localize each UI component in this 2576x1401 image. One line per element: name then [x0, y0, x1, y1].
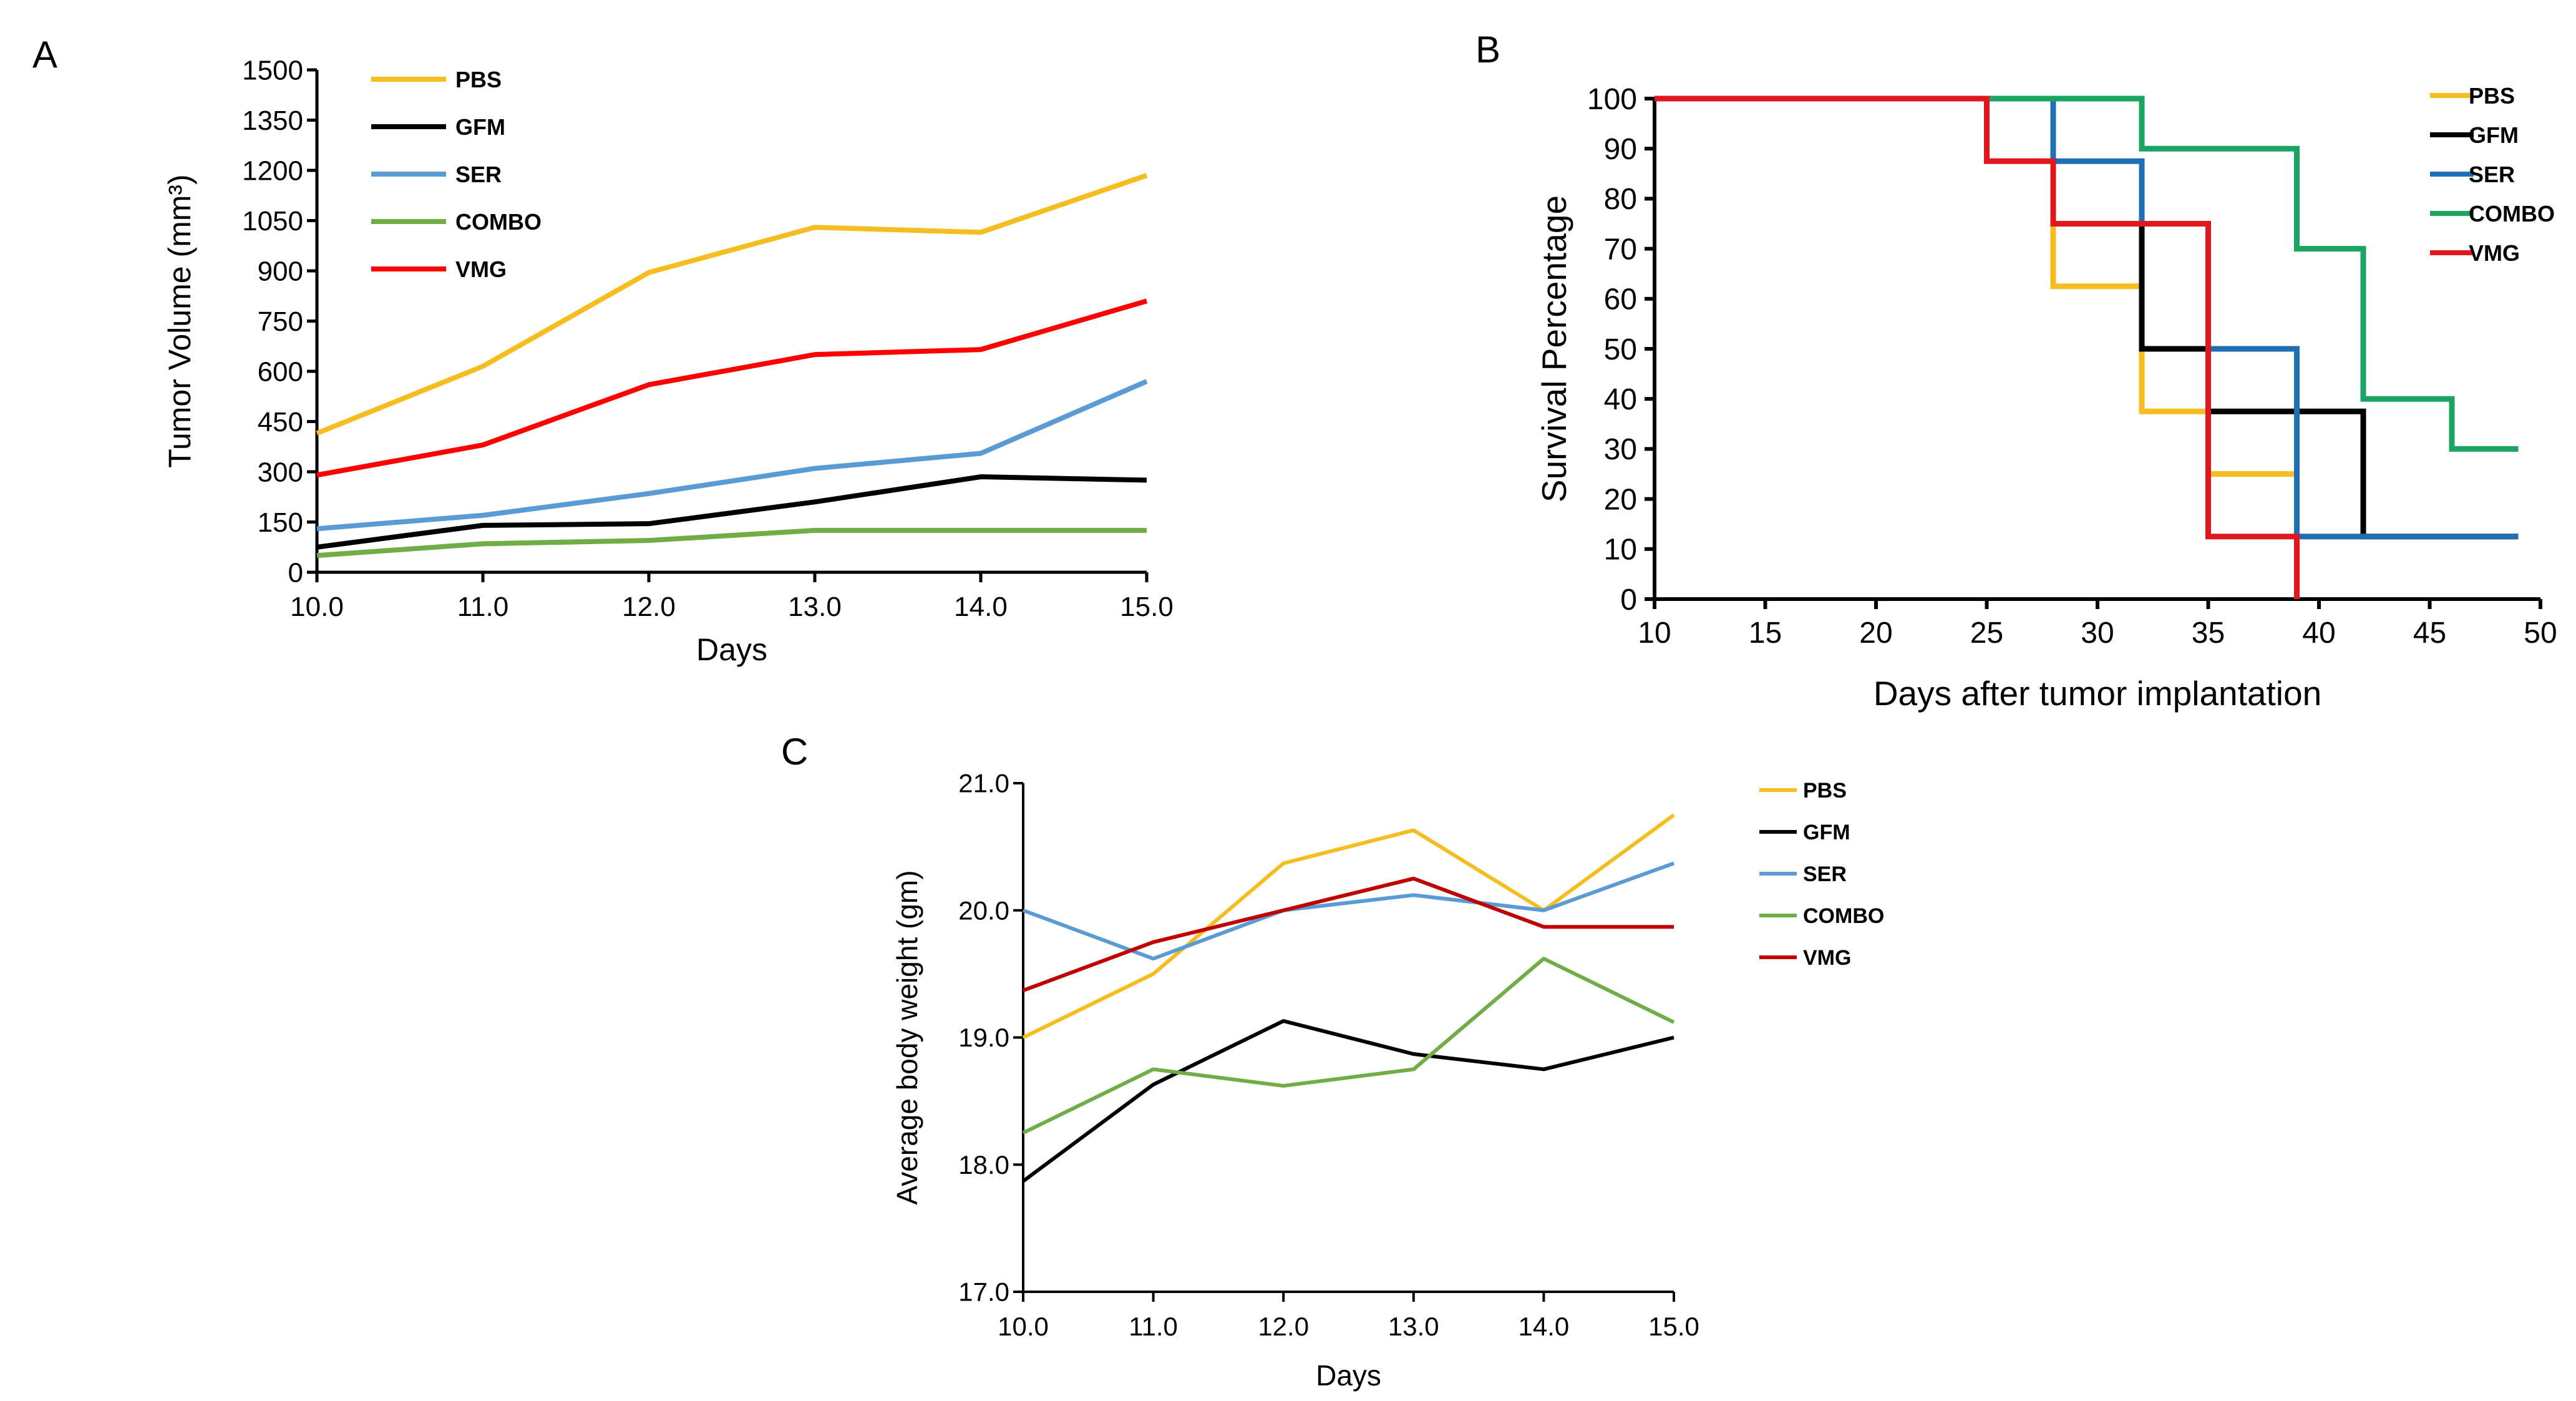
chart-root: A0150300450600750900105012001350150010.0…	[32, 29, 2557, 1392]
y-tick-label: 300	[258, 457, 303, 487]
series-line-combo	[316, 527, 1147, 559]
x-tick-label: 50	[2524, 617, 2557, 650]
y-tick-label: 18.0	[958, 1150, 1009, 1179]
panel-c: C 17.0 18.0 19.0 20.0 21.0 10.0 11.0 12.0 13.0 14.…	[781, 731, 1884, 1392]
x-tick-label: 14.0	[954, 592, 1008, 622]
legend-label-combo: COMBO	[1803, 904, 1884, 928]
y-tick-label: 1350	[242, 105, 303, 136]
y-tick-label: 1050	[242, 206, 303, 237]
series-line-ser	[1655, 95, 2519, 540]
x-tick-label: 15	[1749, 617, 1782, 650]
x-tick-label: 13.0	[788, 592, 842, 622]
legend-label-gfm: GFM	[2469, 122, 2519, 148]
legend-label-combo: COMBO	[2469, 201, 2555, 227]
legend-label-vmg: VMG	[1803, 946, 1851, 970]
x-tick-label: 15.0	[1120, 592, 1174, 622]
series-line-vmg	[316, 298, 1148, 478]
series-line-gfm	[1655, 95, 2519, 540]
panel-letter: A	[32, 34, 57, 76]
x-tick-label: 25	[1970, 617, 2003, 650]
series-line-combo	[1655, 95, 2519, 452]
y-axis-label: Average body weight (gm)	[891, 870, 923, 1204]
x-tick-label: 10.0	[290, 592, 344, 622]
y-tick-label: 21.0	[958, 769, 1009, 798]
y-tick-label: 1500	[242, 55, 303, 85]
y-tick-label: 20.0	[958, 896, 1009, 925]
x-axis-label: Days	[1316, 1359, 1381, 1392]
y-tick-label: 100	[1587, 83, 1637, 116]
y-tick-label: 20	[1604, 483, 1637, 516]
legend-label-pbs: PBS	[455, 67, 502, 92]
x-axis-label: Days after tumor implantation	[1874, 674, 2321, 713]
legend-label-ser: SER	[455, 162, 502, 187]
y-tick-label: 600	[258, 356, 303, 387]
x-tick-label: 11.0	[457, 592, 508, 622]
series-line-gfm	[1022, 1019, 1674, 1183]
series-line-ser	[316, 379, 1148, 532]
legend-label-gfm: GFM	[1803, 821, 1850, 844]
panel-a: A 0 150 300 450 600 750 900 1050 1200 1350 1500 10.0…	[32, 34, 1174, 667]
x-tick-label: 12.0	[1258, 1312, 1309, 1341]
y-tick-label: 0	[288, 557, 303, 588]
y-tick-label: 50	[1604, 333, 1637, 366]
legend-label-vmg: VMG	[2469, 240, 2520, 266]
y-tick-label: 19.0	[958, 1023, 1009, 1052]
y-tick-label: 40	[1604, 383, 1637, 416]
y-tick-label: 90	[1604, 133, 1637, 166]
x-tick-label: 10	[1638, 617, 1671, 650]
x-tick-label: 10.0	[998, 1312, 1049, 1341]
y-tick-label: 60	[1604, 283, 1637, 316]
x-tick-label: 11.0	[1129, 1312, 1178, 1341]
y-tick-label: 70	[1604, 233, 1637, 266]
x-tick-label: 12.0	[622, 592, 676, 622]
y-tick-label: 30	[1604, 433, 1637, 466]
legend-label-combo: COMBO	[455, 209, 542, 235]
y-tick-label: 750	[258, 306, 303, 337]
x-tick-label: 45	[2413, 617, 2446, 650]
y-tick-label: 450	[258, 407, 303, 437]
x-tick-label: 13.0	[1388, 1312, 1439, 1341]
panel-letter: B	[1475, 29, 1500, 71]
x-tick-label: 40	[2302, 617, 2335, 650]
series-line-pbs	[1022, 813, 1675, 1040]
legend-label-ser: SER	[1803, 862, 1847, 886]
series-line-pbs	[316, 173, 1148, 436]
legend-label-pbs: PBS	[1803, 779, 1847, 803]
series-line-combo	[1022, 957, 1675, 1135]
y-axis-label: Survival Percentage	[1535, 195, 1573, 502]
y-tick-label: 80	[1604, 183, 1637, 216]
x-axis-label: Days	[696, 632, 767, 667]
x-tick-label: 14.0	[1519, 1312, 1570, 1341]
y-axis-label: Tumor Volume (mm³)	[162, 174, 197, 467]
legend-label-gfm: GFM	[455, 114, 505, 140]
series-line-gfm	[316, 474, 1147, 550]
series-line-ser	[1022, 861, 1675, 961]
y-tick-label: 10	[1604, 534, 1637, 567]
panel-letter: C	[781, 731, 808, 773]
legend-label-pbs: PBS	[2469, 83, 2515, 109]
legend-label-ser: SER	[2469, 162, 2515, 187]
y-tick-label: 900	[258, 256, 303, 286]
y-tick-label: 0	[1620, 583, 1637, 617]
x-tick-label: 30	[2081, 617, 2114, 650]
x-tick-label: 15.0	[1648, 1312, 1699, 1341]
legend-label-vmg: VMG	[455, 256, 507, 282]
y-tick-label: 150	[258, 507, 303, 538]
series-line-vmg	[1655, 95, 2300, 599]
x-tick-label: 20	[1859, 617, 1892, 650]
y-tick-label: 17.0	[958, 1277, 1009, 1307]
x-tick-label: 35	[2192, 617, 2225, 650]
y-tick-label: 1200	[242, 155, 303, 186]
series-line-vmg	[1022, 876, 1674, 992]
